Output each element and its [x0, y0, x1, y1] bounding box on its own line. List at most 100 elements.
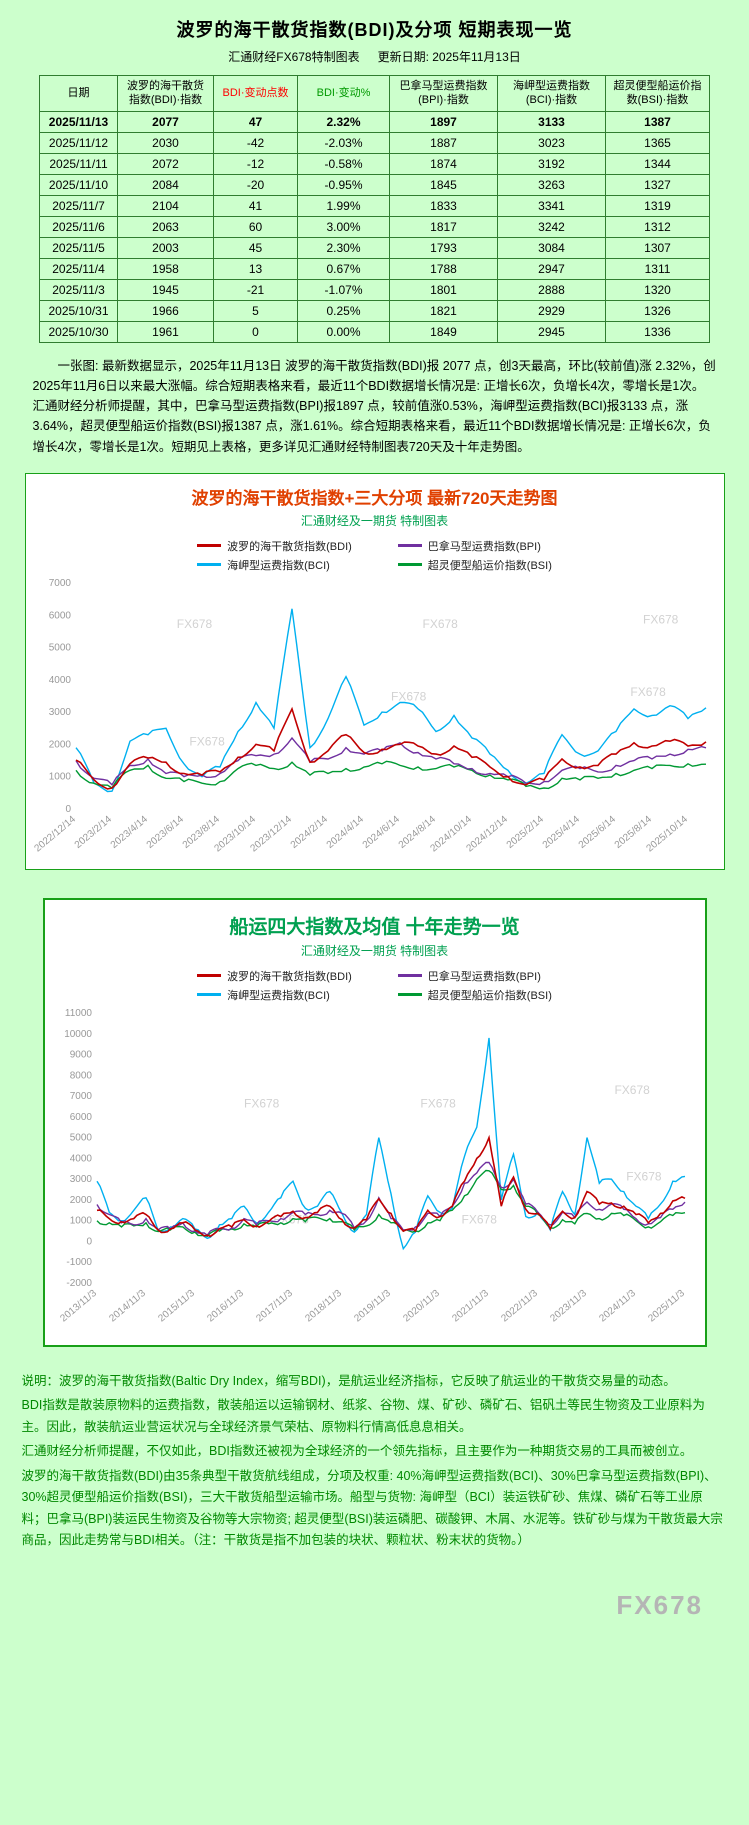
- legend-label-bpi: 巴拿马型运费指数(BPI): [427, 540, 541, 553]
- chart-10y-card: 船运四大指数及均值 十年走势一览 汇通财经及一期货 特制图表 波罗的海干散货指数…: [42, 897, 707, 1347]
- table-cell: 1849: [389, 320, 498, 343]
- svg-text:6000: 6000: [48, 610, 71, 621]
- svg-text:1000: 1000: [69, 1216, 92, 1227]
- table-cell: 1887: [389, 131, 498, 154]
- bci-line-swatch: [197, 563, 222, 567]
- description-paragraph: BDI指数是散装原物料的运费指数，散装船运以运输钢材、纸浆、谷物、煤、矿砂、磷矿…: [21, 1398, 705, 1434]
- table-row: 2025/11/5 2003 45 2.30% 1793 3084 1307: [39, 236, 710, 259]
- table-cell: 3242: [497, 215, 606, 238]
- legend-item-bpi: 巴拿马型运费指数(BPI): [397, 538, 552, 554]
- chart-720d-title: 波罗的海干散货指数+三大分项 最新720天走势图: [191, 488, 558, 508]
- bdi-line-swatch: [197, 974, 222, 978]
- bdi-line-swatch: [197, 544, 222, 548]
- svg-text:1000: 1000: [48, 772, 71, 783]
- svg-text:FX678: FX678: [643, 613, 679, 627]
- svg-text:2024/6/14: 2024/6/14: [360, 813, 401, 850]
- svg-text:2024/2/14: 2024/2/14: [288, 813, 329, 850]
- table-cell: 2077: [117, 110, 214, 133]
- table-cell: 1966: [117, 299, 214, 322]
- col-header-change-points: BDI·变动点数: [213, 75, 298, 112]
- svg-text:6000: 6000: [69, 1112, 92, 1123]
- table-cell: -42: [213, 131, 298, 154]
- table-cell: 2025/10/31: [39, 299, 118, 322]
- table-cell: 1327: [605, 173, 710, 196]
- svg-text:2023/11/3: 2023/11/3: [548, 1287, 589, 1324]
- table-cell: 2888: [497, 278, 606, 301]
- table-cell: 2929: [497, 299, 606, 322]
- svg-text:8000: 8000: [69, 1070, 92, 1081]
- summary-note: 一张图: 最新数据显示，2025年11月13日 波罗的海干散货指数(BDI)报 …: [32, 358, 716, 454]
- table-cell: 1793: [389, 236, 498, 259]
- chart-10y-plot: -2000 -1000 0 1000 2000 3000 4000 5000 6000 7000 8…: [58, 1008, 687, 1324]
- legend-label-bsi: 超灵便型船运价指数(BSI): [427, 989, 552, 1002]
- svg-text:2020/11/3: 2020/11/3: [401, 1287, 442, 1324]
- table-cell: 0.00%: [297, 320, 390, 343]
- svg-text:2019/11/3: 2019/11/3: [352, 1287, 393, 1324]
- table-cell: 1312: [605, 215, 710, 238]
- legend-label-bdi: 波罗的海干散货指数(BDI): [227, 540, 352, 553]
- table-cell: 0.67%: [297, 257, 390, 280]
- svg-text:2021/11/3: 2021/11/3: [450, 1287, 491, 1324]
- table-cell: 1307: [605, 236, 710, 259]
- table-row: 2025/11/6 2063 60 3.00% 1817 3242 1312: [39, 215, 710, 238]
- table-row: 2025/11/13 2077 47 2.32% 1897 3133 1387: [39, 110, 710, 133]
- table-cell: 2104: [117, 194, 214, 217]
- table-cell: 2025/11/10: [39, 173, 118, 196]
- description-paragraph: 汇通财经分析师提醒，不仅如此，BDI指数还被视为全球经济的一个领先指标，且主要作…: [21, 1444, 693, 1459]
- table-cell: 2947: [497, 257, 606, 280]
- svg-text:0: 0: [65, 804, 71, 815]
- legend-label-bci: 海岬型运费指数(BCI): [227, 559, 330, 572]
- bsi-line-swatch: [397, 563, 422, 567]
- table-row: 2025/11/11 2072 -12 -0.58% 1874 3192 1344: [39, 152, 710, 175]
- legend-item-bpi: 巴拿马型运费指数(BPI): [397, 968, 552, 984]
- table-cell: 2072: [117, 152, 214, 175]
- legend-item-bsi: 超灵便型船运价指数(BSI): [397, 557, 552, 573]
- table-subtitle: 汇通财经FX678特制图表 更新日期: 2025年11月13日: [0, 48, 749, 65]
- svg-text:5000: 5000: [69, 1132, 92, 1143]
- table-cell: 2084: [117, 173, 214, 196]
- svg-text:FX678: FX678: [189, 735, 225, 749]
- chart-10y-subtitle: 汇通财经及一期货 特制图表: [300, 943, 449, 958]
- table-cell: 1845: [389, 173, 498, 196]
- table-row: 2025/11/3 1945 -21 -1.07% 1801 2888 1320: [39, 278, 710, 301]
- svg-text:-1000: -1000: [66, 1257, 92, 1268]
- bdi-table-body: 2025/11/13 2077 47 2.32% 1897 3133 1387 2025/11…: [39, 110, 710, 343]
- table-cell: -1.07%: [297, 278, 390, 301]
- svg-text:FX678: FX678: [614, 1083, 650, 1097]
- svg-text:2018/11/3: 2018/11/3: [303, 1287, 344, 1324]
- svg-text:2015/11/3: 2015/11/3: [156, 1287, 197, 1324]
- table-cell: 3084: [497, 236, 606, 259]
- description-paragraph: 说明：波罗的海干散货指数(Baltic Dry Index，缩写BDI)，是航运…: [21, 1373, 676, 1388]
- svg-text:2025/2/14: 2025/2/14: [504, 813, 545, 850]
- svg-text:0: 0: [86, 1236, 92, 1247]
- bci-line-swatch: [197, 993, 222, 997]
- page-title: 波罗的海干散货指数(BDI)及分项 短期表现一览: [176, 20, 573, 40]
- table-cell: 2025/11/5: [39, 236, 118, 259]
- chart-720d-legend: 波罗的海干散货指数(BDI) 巴拿马型运费指数(BPI) 海岬型运费指数(BCI…: [26, 538, 724, 573]
- fx678-watermark: FX678: [616, 1589, 703, 1620]
- table-cell: 1387: [605, 110, 710, 133]
- table-cell: 1821: [389, 299, 498, 322]
- table-row: 2025/10/30 1961 0 0.00% 1849 2945 1336: [39, 320, 710, 343]
- table-cell: -0.58%: [297, 152, 390, 175]
- table-row: 2025/11/12 2030 -42 -2.03% 1887 3023 1365: [39, 131, 710, 154]
- table-cell: 3341: [497, 194, 606, 217]
- table-cell: -0.95%: [297, 173, 390, 196]
- table-cell: 1.99%: [297, 194, 390, 217]
- table-cell: 5: [213, 299, 298, 322]
- svg-text:2016/11/3: 2016/11/3: [205, 1287, 246, 1324]
- table-cell: 1897: [389, 110, 498, 133]
- chart-720d-subtitle: 汇通财经及一期货 特制图表: [300, 513, 449, 528]
- chart-720d-plot: 010002000300040005000600070002022/12/142…: [32, 578, 706, 854]
- col-header-date: 日期: [39, 75, 118, 112]
- svg-text:2000: 2000: [48, 739, 71, 750]
- svg-text:2023/4/14: 2023/4/14: [108, 813, 149, 850]
- table-cell: 45: [213, 236, 298, 259]
- table-cell: 3263: [497, 173, 606, 196]
- bpi-line-swatch: [397, 544, 422, 548]
- svg-text:11000: 11000: [64, 1008, 92, 1019]
- table-cell: 3192: [497, 152, 606, 175]
- col-header-bpi-index: 巴拿马型运费指数(BPI)·指数: [389, 75, 498, 112]
- table-cell: 2025/11/11: [39, 152, 118, 175]
